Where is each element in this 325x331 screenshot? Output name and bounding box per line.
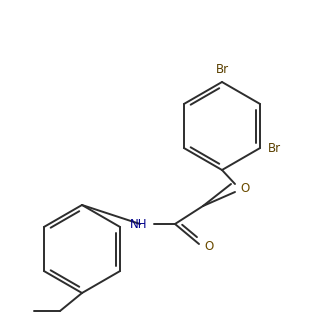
Text: O: O	[204, 240, 213, 253]
Text: Br: Br	[215, 63, 228, 76]
Text: NH: NH	[129, 217, 147, 230]
Text: Br: Br	[268, 141, 281, 155]
Text: O: O	[240, 181, 250, 195]
